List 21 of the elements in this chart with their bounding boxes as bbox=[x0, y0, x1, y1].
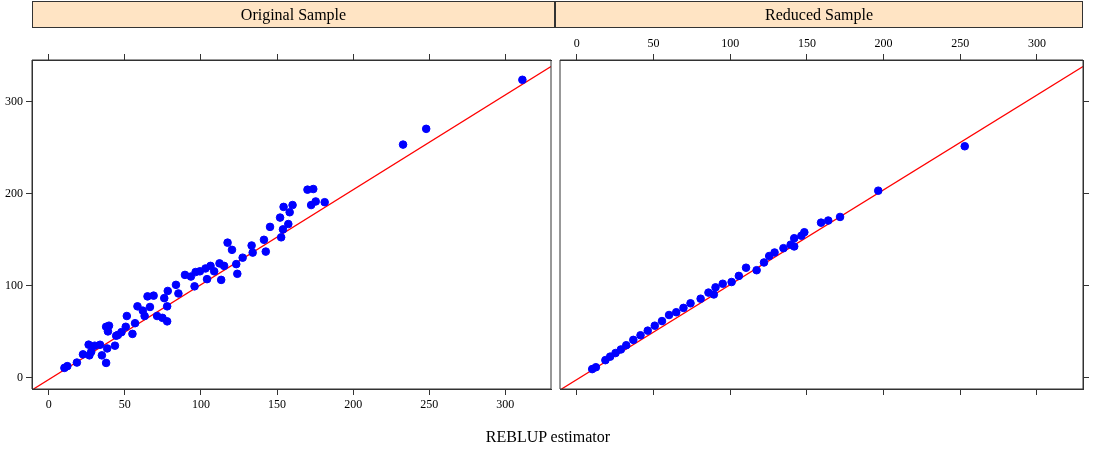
x-tick-label: 50 bbox=[647, 35, 660, 50]
x-tick-label: 100 bbox=[191, 397, 210, 412]
x-tick-label: 150 bbox=[268, 397, 287, 412]
x-tick-label: 300 bbox=[1027, 35, 1046, 50]
chart-title: Original Sample bbox=[32, 1, 555, 28]
chart-title: Reduced Sample bbox=[555, 1, 1083, 28]
x-tick-label: 50 bbox=[118, 397, 131, 412]
x-tick-label: 250 bbox=[420, 397, 439, 412]
x-tick-label: 200 bbox=[344, 397, 363, 412]
x-tick-label: 0 bbox=[45, 397, 52, 412]
x-tick-label: 250 bbox=[951, 35, 970, 50]
x-tick-label: 200 bbox=[874, 35, 893, 50]
y-tick-label: 300 bbox=[5, 93, 23, 108]
y-tick-label: 100 bbox=[5, 277, 23, 292]
x-axis-title: REBLUP estimator bbox=[484, 428, 612, 446]
x-tick-label: 300 bbox=[496, 397, 515, 412]
y-tick-label: 200 bbox=[5, 185, 23, 200]
x-tick-label: 100 bbox=[721, 35, 740, 50]
x-tick-label: 0 bbox=[573, 35, 580, 50]
y-tick-label: 0 bbox=[17, 370, 23, 385]
x-tick-label: 150 bbox=[797, 35, 816, 50]
